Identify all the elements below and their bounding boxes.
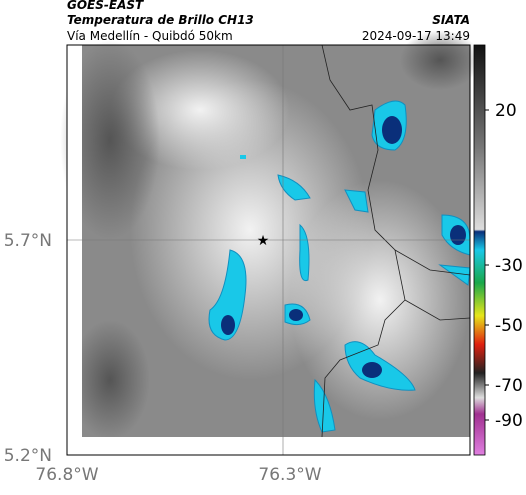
colorbar-tick-label: -90	[495, 411, 523, 431]
city-marker: ★	[257, 233, 270, 249]
colorbar-tick-label: 20	[495, 101, 517, 121]
lon-label: 76.3°W	[258, 465, 321, 485]
satellite-image	[60, 30, 480, 455]
timestamp: 2024-09-17 13:49	[362, 29, 470, 43]
title: Temperatura de Brillo CH13	[67, 13, 254, 27]
source: GOES-EAST	[67, 0, 144, 12]
colorbar-tick-label: -50	[495, 316, 523, 336]
lon-label: 76.8°W	[35, 465, 98, 485]
lat-label: 5.2°N	[4, 446, 52, 466]
agency: SIATA	[432, 13, 470, 27]
lat-label: 5.7°N	[4, 231, 52, 251]
colorbar-tick-label: -30	[495, 256, 523, 276]
colorbar	[473, 44, 486, 456]
subtitle: Vía Medellín - Quibdó 50km	[67, 29, 233, 43]
map-frame	[66, 44, 471, 456]
colorbar-tick-label: -70	[495, 376, 523, 396]
